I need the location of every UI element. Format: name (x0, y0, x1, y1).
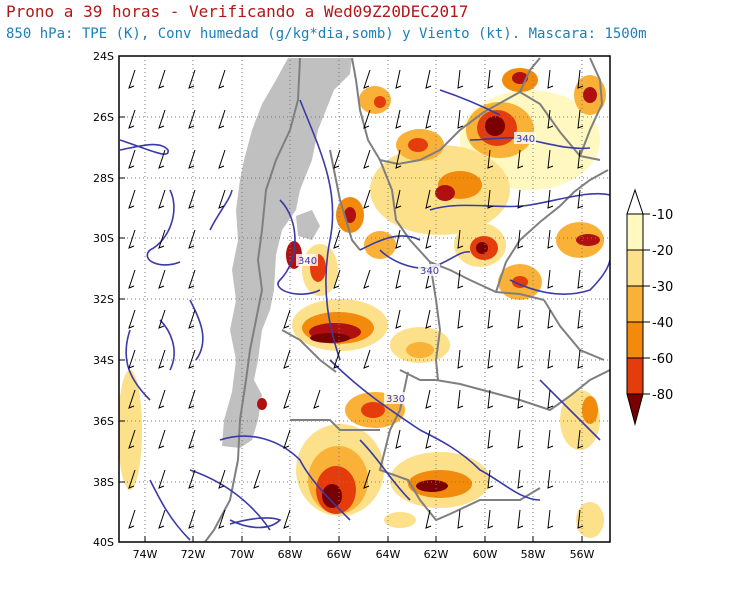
lat-tick-label: 26S (93, 111, 114, 124)
lat-tick-label: 40S (93, 536, 114, 549)
lon-tick-label: 72W (181, 548, 206, 561)
colorbar-label: -20 (652, 244, 673, 259)
colorbar-label: -60 (652, 352, 673, 367)
lat-tick-label: 32S (93, 293, 114, 306)
lon-tick-label: 58W (521, 548, 546, 561)
terrain-mask (222, 58, 352, 448)
wind-barbs (128, 69, 584, 529)
contour-label: 330 (386, 394, 405, 405)
colorbar-box (626, 249, 644, 287)
lon-tick-label: 56W (570, 548, 595, 561)
colorbar-label: -10 (652, 208, 673, 223)
lon-tick-label: 74W (133, 548, 158, 561)
colorbar-bottom-arrow (626, 393, 644, 426)
lat-tick-label: 36S (93, 415, 114, 428)
lon-tick-label: 68W (278, 548, 303, 561)
colorbar-box (626, 357, 644, 395)
lat-tick-label: 24S (93, 50, 114, 63)
lat-tick-label: 28S (93, 172, 114, 185)
lat-tick-label: 38S (93, 476, 114, 489)
colorbar-top-arrow (626, 188, 644, 215)
colorbar-label: -80 (652, 388, 673, 403)
lon-tick-label: 70W (230, 548, 255, 561)
lat-tick-label: 34S (93, 354, 114, 367)
colorbar-label: -40 (652, 316, 673, 331)
colorbar-box (626, 213, 644, 251)
contour-label: 340 (298, 256, 317, 267)
tpe-contours (119, 89, 610, 541)
colorbar-box (626, 285, 644, 323)
colorbar (626, 188, 644, 426)
shading-layer (119, 68, 606, 538)
lon-tick-label: 62W (424, 548, 449, 561)
map-title: Prono a 39 horas - Verificando a Wed09Z2… (6, 2, 469, 21)
contour-label: 340 (420, 266, 439, 277)
axis-ticks (119, 55, 583, 542)
lon-tick-label: 64W (376, 548, 401, 561)
lat-tick-label: 30S (93, 232, 114, 245)
map-plot-area: 340 340 340 330 (119, 56, 610, 542)
lon-tick-label: 60W (473, 548, 498, 561)
contour-label: 340 (516, 134, 535, 145)
latitude-axis: 24S 26S 28S 30S 32S 34S 36S 38S 40S (93, 50, 114, 549)
colorbar-label: -30 (652, 280, 673, 295)
colorbar-labels: -10 -20 -30 -40 -60 -80 (643, 208, 673, 403)
lon-tick-label: 66W (327, 548, 352, 561)
longitude-axis: 74W 72W 70W 68W 66W 64W 62W 60W 58W 56W (133, 548, 595, 561)
colorbar-box (626, 321, 644, 359)
map-subtitle: 850 hPa: TPE (K), Conv humedad (g/kg*dia… (6, 26, 647, 42)
